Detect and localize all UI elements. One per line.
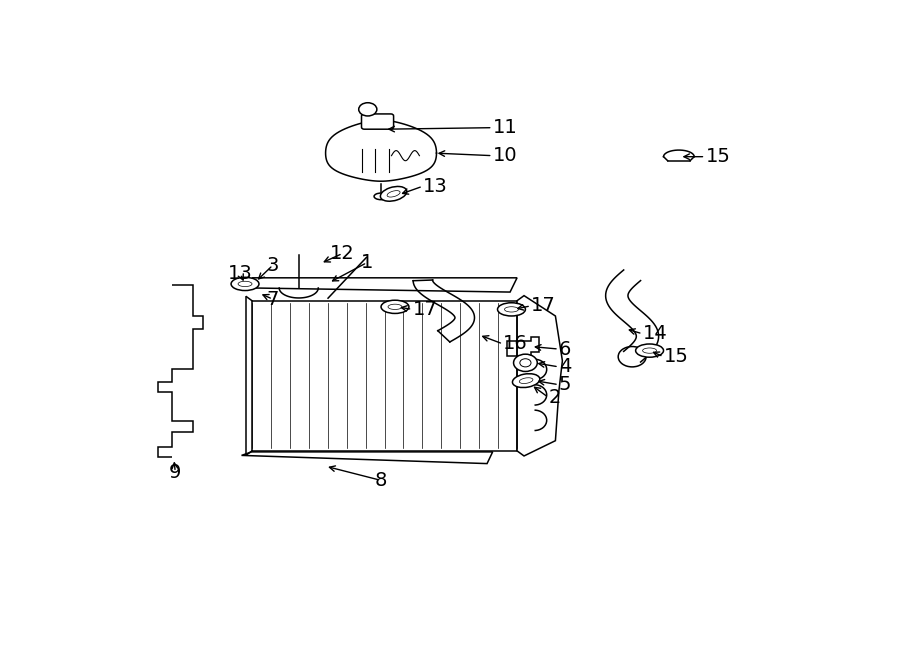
Ellipse shape	[519, 377, 533, 383]
Text: 4: 4	[559, 358, 572, 376]
Polygon shape	[241, 278, 518, 292]
Text: 13: 13	[228, 264, 253, 284]
Text: 15: 15	[706, 147, 730, 166]
Text: 13: 13	[423, 176, 447, 196]
Ellipse shape	[643, 348, 657, 353]
FancyBboxPatch shape	[362, 114, 393, 129]
Bar	[252, 301, 518, 451]
Text: 17: 17	[412, 300, 437, 319]
Text: 2: 2	[548, 388, 561, 407]
Text: 1: 1	[361, 253, 374, 272]
Ellipse shape	[387, 190, 400, 197]
Text: 8: 8	[375, 471, 387, 490]
Text: 6: 6	[559, 340, 572, 358]
Text: 15: 15	[663, 347, 688, 366]
Text: 12: 12	[330, 244, 355, 263]
Ellipse shape	[381, 186, 407, 201]
Ellipse shape	[505, 307, 518, 312]
Ellipse shape	[238, 282, 252, 287]
Ellipse shape	[374, 193, 388, 200]
Ellipse shape	[512, 373, 540, 387]
Ellipse shape	[498, 303, 526, 316]
Polygon shape	[241, 452, 492, 463]
Circle shape	[359, 102, 377, 116]
Text: 17: 17	[531, 296, 556, 315]
Ellipse shape	[388, 304, 402, 309]
Text: 14: 14	[643, 325, 668, 343]
Text: 9: 9	[169, 463, 182, 482]
Ellipse shape	[231, 278, 259, 291]
Ellipse shape	[381, 300, 409, 313]
Text: 10: 10	[492, 146, 517, 165]
Text: 3: 3	[266, 256, 279, 274]
Ellipse shape	[635, 344, 663, 357]
Circle shape	[520, 359, 531, 367]
Text: 11: 11	[492, 118, 517, 137]
Text: 16: 16	[503, 334, 527, 354]
Text: 5: 5	[559, 375, 572, 394]
Polygon shape	[518, 295, 562, 456]
Circle shape	[514, 354, 537, 371]
Text: 7: 7	[266, 290, 279, 309]
